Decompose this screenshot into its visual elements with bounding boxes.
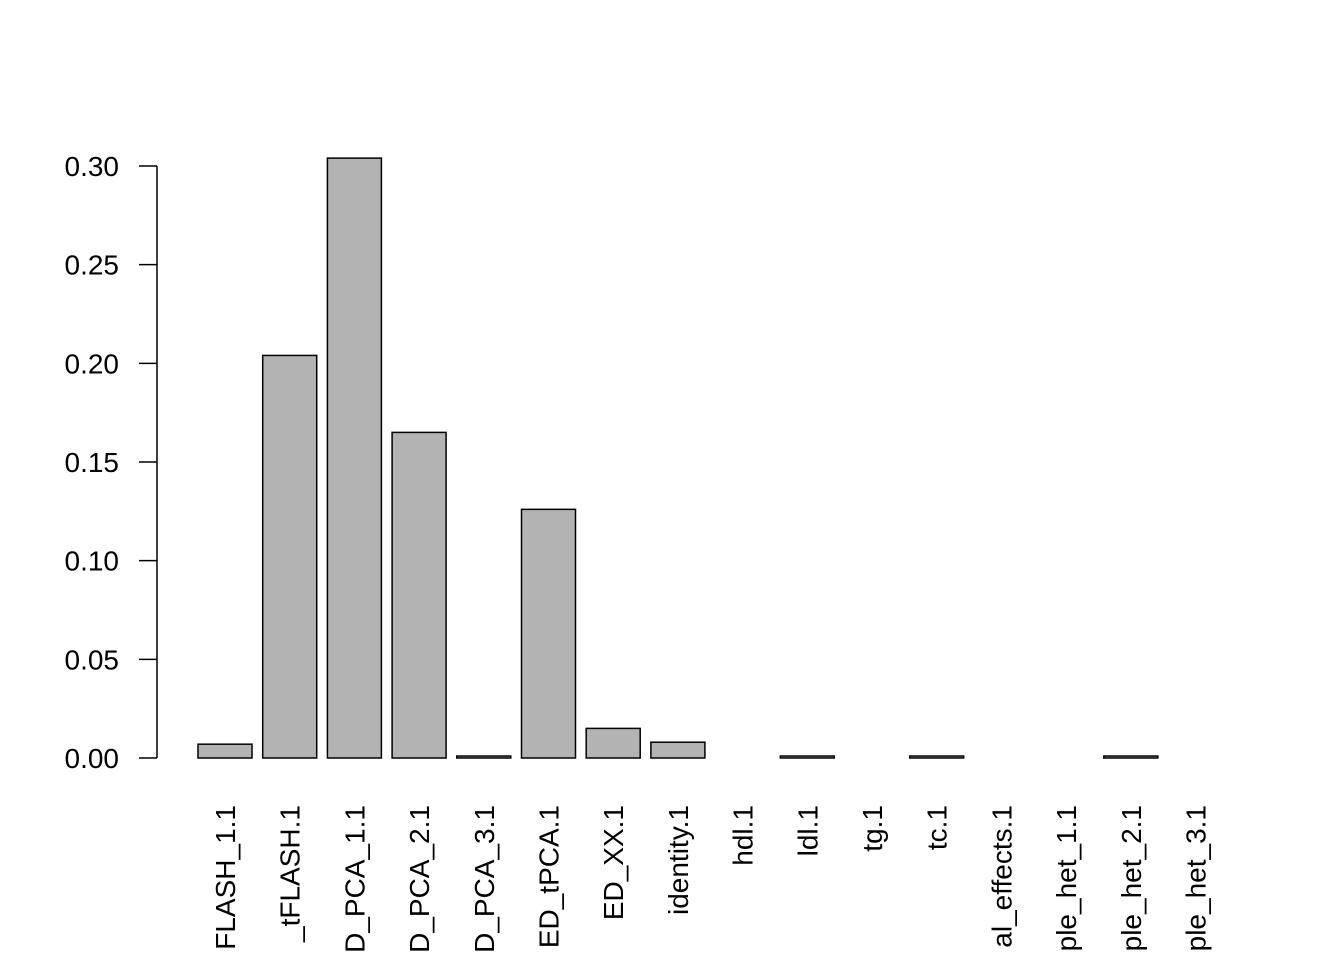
- x-tick-label: D_PCA_1.1: [339, 805, 370, 953]
- x-tick-label: ED_tPCA.1: [534, 805, 565, 948]
- bar: [908, 755, 965, 759]
- x-tick-label: identity.1: [663, 805, 694, 915]
- bar: [197, 743, 253, 759]
- bar: [391, 431, 447, 759]
- x-tick-label: ED_XX.1: [598, 805, 629, 920]
- bar: [650, 741, 706, 759]
- y-tick-label: 0.25: [65, 250, 120, 281]
- y-tick-label: 0.15: [65, 447, 120, 478]
- bar: [456, 755, 512, 759]
- bar: [585, 727, 641, 759]
- bar: [520, 508, 577, 759]
- y-tick-label: 0.30: [65, 151, 120, 182]
- x-tick-label: D_PCA_2.1: [404, 805, 435, 953]
- x-tick-label: al_effects.1: [986, 805, 1017, 948]
- y-tick-label: 0.05: [65, 644, 120, 675]
- x-tick-label: hdl.1: [728, 805, 759, 866]
- x-tick-label: ple_het_2.1: [1116, 805, 1147, 951]
- x-tick-label: ple_het_3.1: [1181, 805, 1212, 951]
- x-tick-label: tc.1: [922, 805, 953, 850]
- bar: [1103, 755, 1159, 759]
- bar: [779, 755, 836, 759]
- x-tick-label: tg.1: [857, 805, 888, 852]
- x-tick-label: ldl.1: [792, 805, 823, 856]
- y-tick-label: 0.20: [65, 348, 120, 379]
- y-tick-label: 0.00: [65, 743, 120, 774]
- y-tick-label: 0.10: [65, 546, 120, 577]
- x-tick-label: D_PCA_3.1: [469, 805, 500, 953]
- bar: [261, 354, 318, 759]
- x-tick-label: ple_het_1.1: [1051, 805, 1082, 951]
- x-tick-label: FLASH_1.1: [210, 805, 241, 950]
- bar: [326, 157, 383, 759]
- x-tick-label: _tFLASH.1: [275, 805, 306, 943]
